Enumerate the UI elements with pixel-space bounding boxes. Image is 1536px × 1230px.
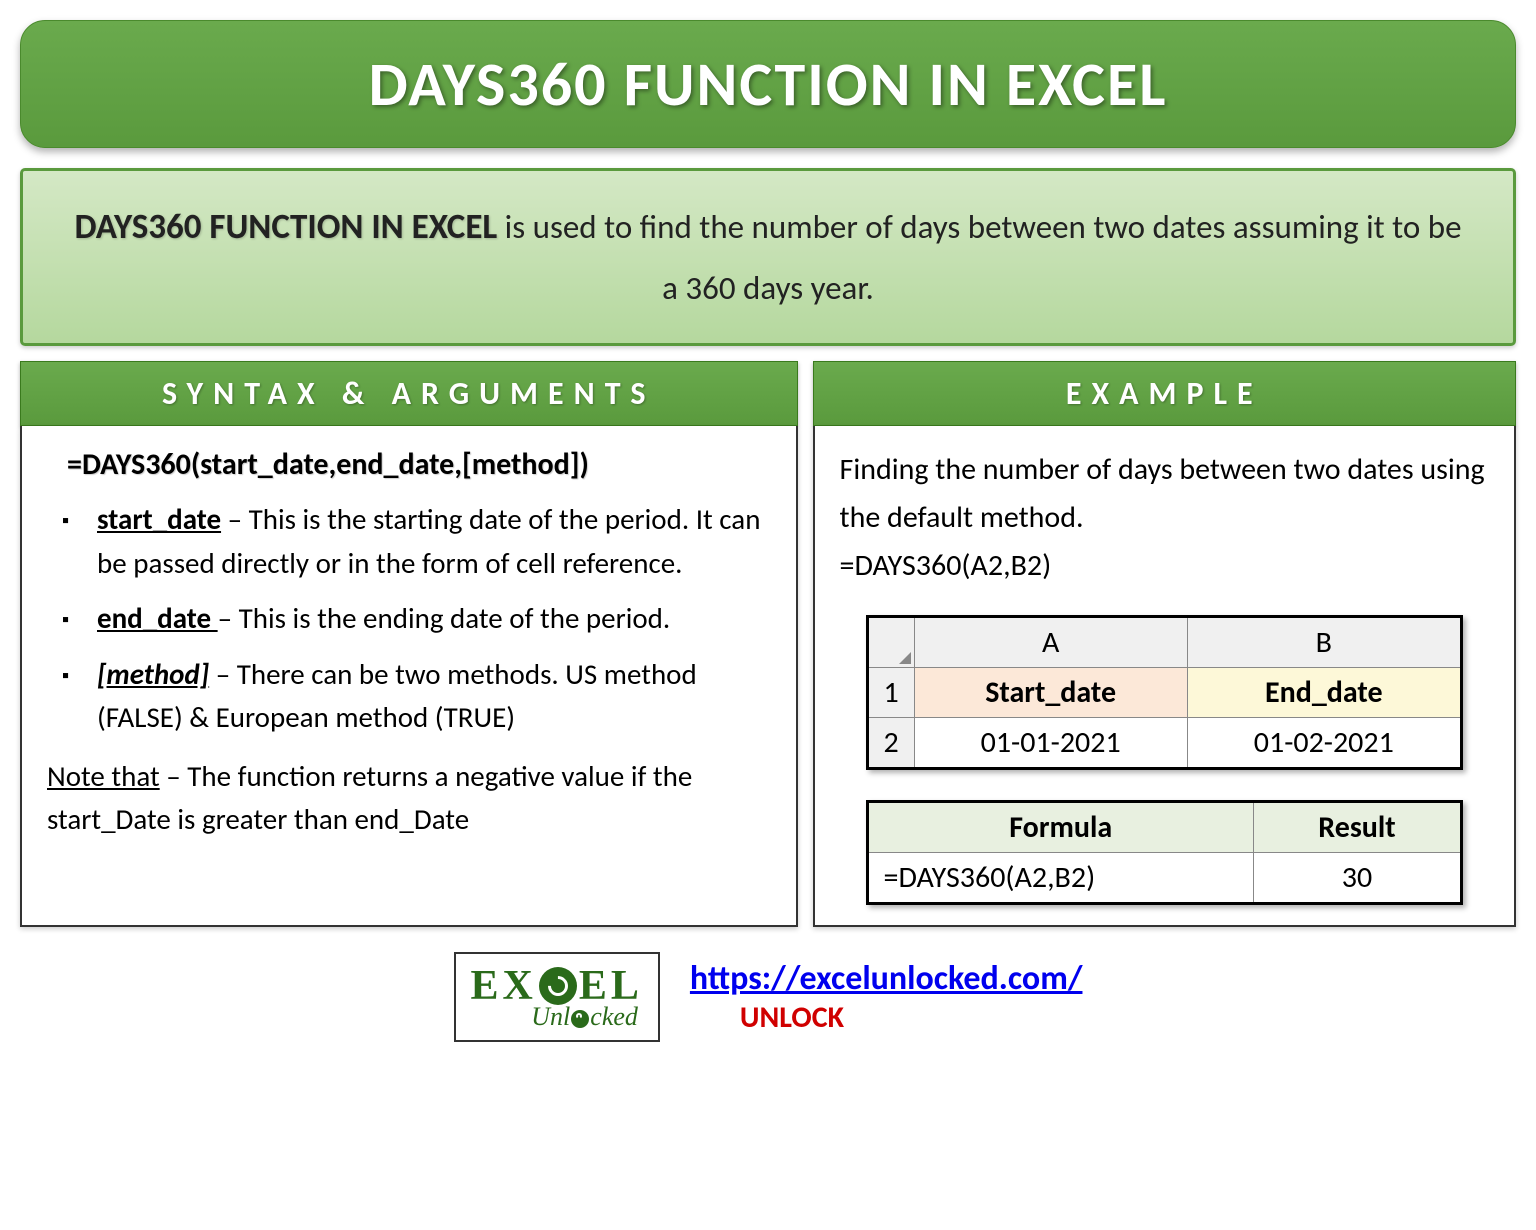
example-body: Finding the number of days between two d…: [813, 426, 1516, 927]
infographic-container: DAYS360 FUNCTION IN EXCEL DAYS360 FUNCTI…: [20, 20, 1516, 1210]
arg-desc: – This is the ending date of the period.: [218, 600, 671, 636]
syntax-header: SYNTAX & ARGUMENTS: [20, 361, 798, 426]
cell-start-date-value: 01-01-2021: [914, 718, 1187, 769]
row-header-2: 2: [867, 718, 914, 769]
footer-url-link[interactable]: https://excelunlocked.com/: [690, 958, 1083, 999]
col-header-a: A: [914, 617, 1187, 668]
footer-links: https://excelunlocked.com/ UNLOCK: [690, 958, 1083, 1036]
result-header-formula: Formula: [867, 802, 1253, 853]
result-formula-cell: =DAYS360(A2,B2): [867, 853, 1253, 904]
arg-name: end_date: [97, 600, 218, 636]
result-header-result: Result: [1253, 802, 1461, 853]
description-rest: is used to find the number of days betwe…: [497, 207, 1461, 308]
example-header: EXAMPLE: [813, 361, 1516, 426]
example-result-table: Formula Result =DAYS360(A2,B2) 30: [866, 800, 1464, 905]
arg-item: end_date – This is the ending date of th…: [62, 597, 771, 641]
columns-container: SYNTAX & ARGUMENTS =DAYS360(start_date,e…: [20, 361, 1516, 927]
footer-unlock-text: UNLOCK: [690, 999, 1083, 1036]
example-description: Finding the number of days between two d…: [840, 446, 1489, 590]
description-box: DAYS360 FUNCTION IN EXCEL is used to fin…: [20, 168, 1516, 346]
cell-start-date-header: Start_date: [914, 668, 1187, 718]
arg-name: [method]: [97, 656, 209, 692]
note-label: Note that: [47, 758, 160, 794]
row-header-1: 1: [867, 668, 914, 718]
main-title: DAYS360 FUNCTION IN EXCEL: [61, 46, 1475, 122]
footer: EX EL Unlcked https://excelunlocked.com/…: [20, 942, 1516, 1042]
arg-item: [method] – There can be two methods. US …: [62, 653, 771, 740]
cell-end-date-value: 01-02-2021: [1187, 718, 1461, 769]
syntax-column: SYNTAX & ARGUMENTS =DAYS360(start_date,e…: [20, 361, 798, 927]
description-text: DAYS360 FUNCTION IN EXCEL is used to fin…: [63, 196, 1473, 318]
result-value-cell: 30: [1253, 853, 1461, 904]
logo-c-icon: [539, 967, 577, 1005]
syntax-body: =DAYS360(start_date,end_date,[method]) s…: [20, 426, 798, 927]
arg-item: start_date – This is the starting date o…: [62, 498, 771, 585]
syntax-note: Note that – The function returns a negat…: [47, 755, 771, 842]
cell-end-date-header: End_date: [1187, 668, 1461, 718]
title-bar: DAYS360 FUNCTION IN EXCEL: [20, 20, 1516, 148]
argument-list: start_date – This is the starting date o…: [47, 498, 771, 740]
logo-box: EX EL Unlcked: [454, 952, 660, 1042]
arg-name: start_date: [97, 501, 221, 537]
col-header-b: B: [1187, 617, 1461, 668]
example-column: EXAMPLE Finding the number of days betwe…: [813, 361, 1516, 927]
example-data-table: A B 1 Start_date End_date 2 01-01-2021 0…: [866, 615, 1464, 770]
logo-subtitle: Unlcked: [531, 1002, 643, 1032]
description-bold: DAYS360 FUNCTION IN EXCEL: [74, 206, 497, 248]
syntax-formula: =DAYS360(start_date,end_date,[method]): [47, 446, 771, 483]
table-corner: [867, 617, 914, 668]
